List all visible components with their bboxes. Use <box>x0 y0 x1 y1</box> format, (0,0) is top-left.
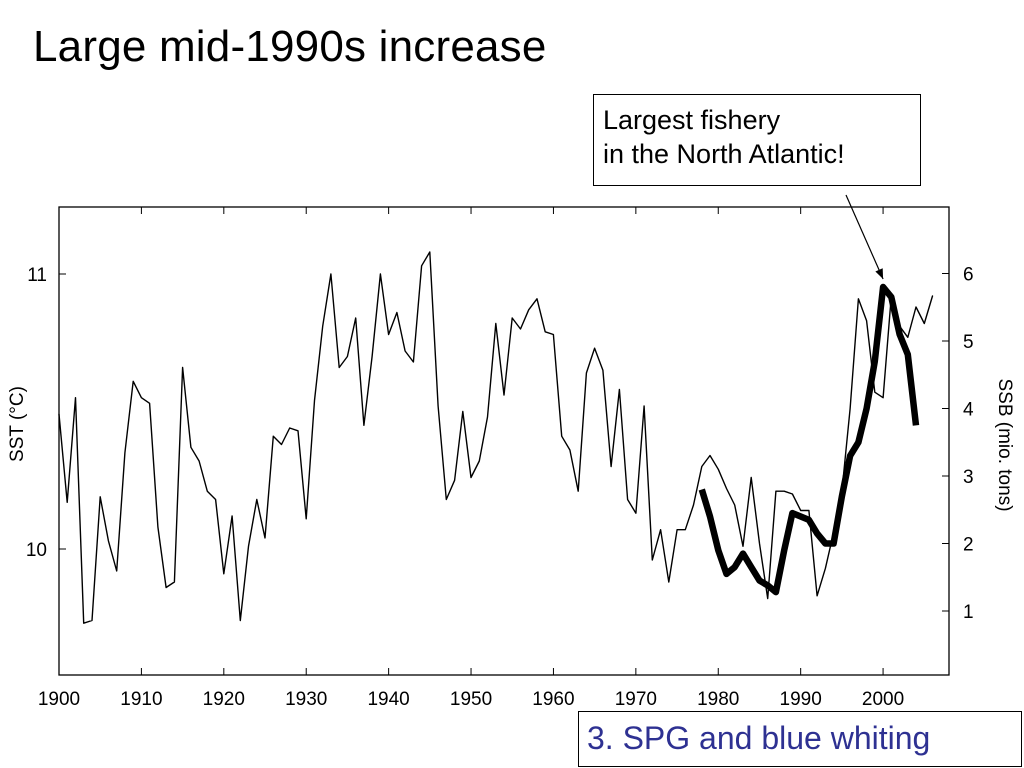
x-tick-label: 1900 <box>38 689 80 710</box>
x-tick-label: 1970 <box>615 689 657 710</box>
x-tick-label: 1940 <box>367 689 409 710</box>
annotation-arrowhead <box>875 268 884 279</box>
y-left-axis-label: SST (°C) <box>7 386 28 462</box>
x-tick-label: 1980 <box>697 689 739 710</box>
y-right-tick-label: 5 <box>963 332 974 353</box>
callout-line-1: Largest fishery <box>603 105 781 135</box>
x-axis-ticks: 1900 1910 1920 1930 1940 1950 1960 1970 1980 1990… <box>38 207 904 710</box>
annotation-callout: Largest fishery in the North Atlantic! <box>593 94 921 186</box>
y-right-axis-label: SSB (mio. tons) <box>994 378 1015 511</box>
y-right-tick-label: 4 <box>963 400 974 421</box>
sst-series-line <box>58 251 934 624</box>
y-left-tick-label: 11 <box>27 265 47 286</box>
x-tick-label: 2000 <box>862 689 904 710</box>
y-left-tick-label: 10 <box>26 540 47 561</box>
section-label: 3. SPG and blue whiting <box>578 711 1022 767</box>
y-right-tick-label: 3 <box>963 467 974 488</box>
y-right-axis-ticks: 1 2 3 4 5 6 <box>942 265 974 623</box>
x-tick-label: 1910 <box>120 689 162 710</box>
x-tick-label: 1960 <box>532 689 574 710</box>
y-left-axis-ticks: 10 11 <box>26 265 66 561</box>
x-tick-label: 1950 <box>450 689 492 710</box>
x-tick-label: 1920 <box>203 689 245 710</box>
y-right-tick-label: 2 <box>963 535 974 556</box>
x-tick-label: 1990 <box>780 689 822 710</box>
series-layer <box>58 251 934 624</box>
x-tick-label: 1930 <box>285 689 327 710</box>
callout-line-2: in the North Atlantic! <box>603 139 845 169</box>
plot-frame <box>58 206 950 676</box>
ssb-series-line <box>698 283 920 596</box>
annotation-arrow <box>845 194 884 280</box>
y-right-tick-label: 6 <box>963 265 974 286</box>
y-right-tick-label: 1 <box>963 602 974 623</box>
slide-title: Large mid-1990s increase <box>33 22 547 71</box>
